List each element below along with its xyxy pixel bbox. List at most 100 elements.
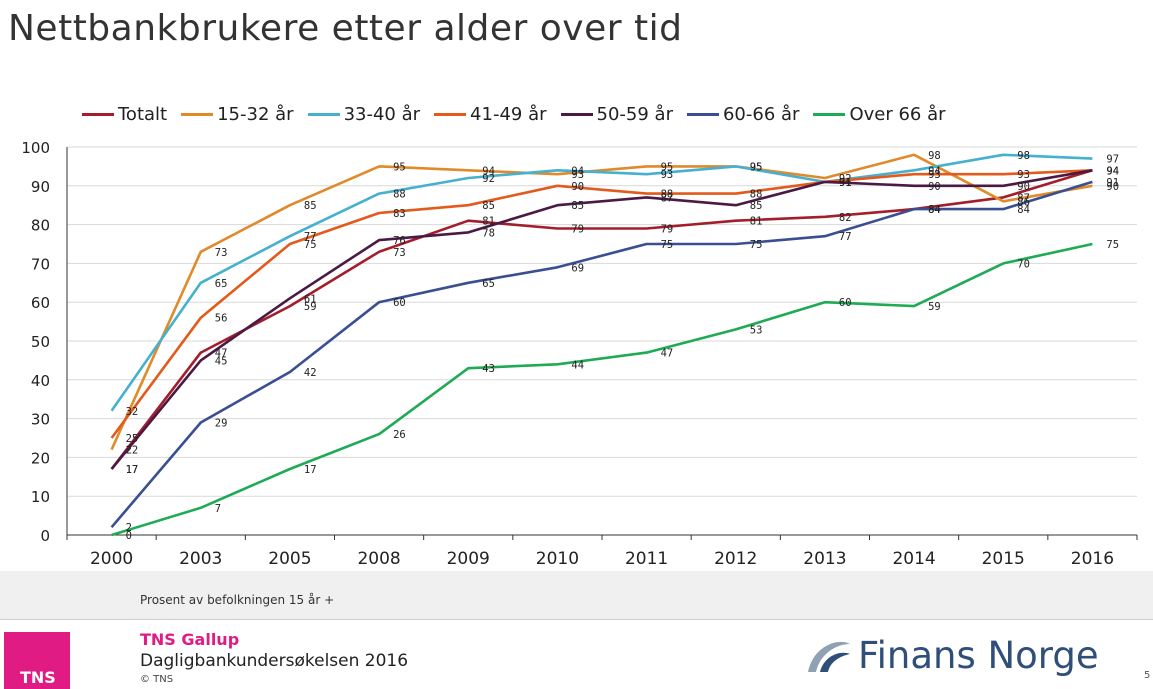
data-label: 93 [571,169,584,181]
data-label: 59 [928,301,941,313]
data-label: 0 [126,530,132,542]
y-tick-label: 50 [31,333,50,351]
data-label: 88 [661,189,674,201]
legend-swatch [82,113,114,116]
data-label: 94 [1106,165,1119,177]
data-label: 93 [928,169,941,181]
legend-swatch [307,113,340,116]
footnote: Prosent av befolkningen 15 år + [140,593,335,607]
y-tick-label: 70 [31,255,50,273]
y-tick-label: 90 [31,178,50,196]
x-tick-label: 2008 [357,549,400,569]
series-line-6 [110,180,1093,529]
legend-label: 33-40 år [343,104,421,125]
data-label: 94 [482,165,495,177]
data-label: 32 [126,406,139,418]
data-label: 75 [1106,239,1119,251]
legend-item-6: 60-66 år [686,104,800,125]
data-label: 81 [482,216,495,228]
tns-logo-text: TNS [20,668,56,687]
data-label: 91 [839,177,852,189]
legend-swatch [181,113,214,116]
y-tick-label: 20 [31,449,50,467]
copyright: © TNS [140,674,174,685]
data-label: 73 [215,247,228,259]
x-tick-label: 2013 [803,549,846,569]
series-line-7 [111,242,1093,537]
data-label: 77 [839,231,852,243]
data-label: 43 [482,363,495,375]
x-tick-label: 2009 [447,549,490,569]
data-label: 85 [304,200,317,212]
legend-label: 60-66 år [722,104,800,125]
data-label: 60 [839,297,852,309]
data-label: 91 [839,177,852,189]
data-label: 92 [839,173,852,185]
survey-name: Dagligbankundersøkelsen 2016 [140,651,409,671]
data-label: 98 [928,150,941,162]
legend-swatch [434,113,467,116]
data-label: 87 [661,192,674,204]
tns-logo: TNS [4,632,70,689]
series-line-2 [110,153,1093,451]
y-tick-label: 0 [40,527,50,545]
data-label: 94 [571,165,584,177]
data-label: 42 [304,367,317,379]
legend-item-7: Over 66 år [813,104,946,125]
data-label: 17 [126,464,139,476]
footer-band: Prosent av befolkningen 15 år + [0,571,1153,620]
legend-label: 15-32 år [217,104,294,125]
data-label: 47 [661,348,674,360]
y-tick-label: 10 [31,488,50,506]
x-tick-label: 2005 [268,549,311,569]
data-label: 76 [393,235,406,247]
data-label: 17 [126,464,139,476]
data-label: 22 [126,445,139,457]
data-label: 26 [393,429,406,441]
data-label: 93 [661,169,674,181]
data-label: 56 [215,313,228,325]
x-tick-label: 2012 [714,549,757,569]
data-label: 47 [215,348,228,360]
y-tick-label: 80 [31,217,50,235]
series-line-4 [110,169,1093,439]
data-label: 95 [750,161,763,173]
data-label: 75 [750,239,763,251]
data-label: 44 [571,359,584,371]
x-tick-label: 2014 [892,549,935,569]
series-line-1 [110,169,1093,470]
legend-item-1: Totalt [82,104,167,125]
y-tick-label: 40 [31,372,50,390]
legend-item-4: 41-49 år [434,104,547,125]
data-label: 94 [1106,165,1119,177]
data-label: 81 [750,216,763,228]
series-line-5 [110,169,1093,470]
data-label: 73 [393,247,406,259]
data-label: 77 [304,231,317,243]
legend-label: Over 66 år [849,104,946,125]
y-tick-label: 60 [31,294,50,312]
chart-title: Nettbankbrukere etter alder over tid [8,8,683,49]
chart-legend: Totalt 15-32 år 33-40 år 41-49 år 50-59 år 60… [82,104,946,125]
data-label: 85 [571,200,584,212]
data-label: 85 [750,200,763,212]
legend-swatch [813,113,846,116]
data-label: 60 [393,297,406,309]
data-label: 45 [215,355,228,367]
legend-item-2: 15-32 år [181,104,294,125]
data-label: 97 [1106,154,1119,166]
x-tick-label: 2011 [625,549,668,569]
page-number: 5 [1144,670,1151,681]
y-tick-label: 100 [21,139,50,157]
data-label: 84 [928,204,941,216]
data-label: 53 [750,324,763,336]
data-label: 82 [839,212,852,224]
data-label: 88 [750,189,763,201]
data-label: 7 [215,503,221,515]
x-tick-label: 2016 [1071,549,1114,569]
data-label: 91 [839,177,852,189]
data-label: 65 [482,278,495,290]
x-tick-label: 2003 [179,549,222,569]
data-label: 59 [304,301,317,313]
